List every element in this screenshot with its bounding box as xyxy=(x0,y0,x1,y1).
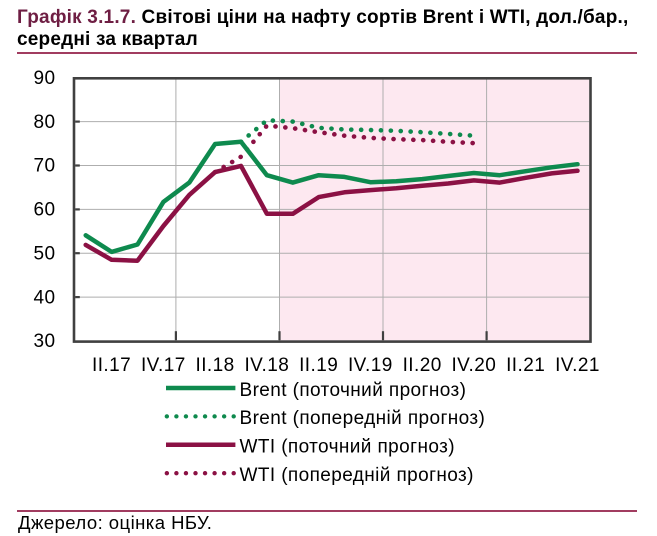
svg-text:II.20: II.20 xyxy=(403,355,442,376)
svg-text:90: 90 xyxy=(33,68,55,89)
svg-text:IV.17: IV.17 xyxy=(141,355,186,376)
svg-text:II.19: II.19 xyxy=(299,355,338,376)
svg-text:II.17: II.17 xyxy=(92,355,131,376)
svg-text:WTI (поточний прогноз): WTI (поточний прогноз) xyxy=(240,437,455,458)
svg-text:50: 50 xyxy=(33,243,55,264)
svg-text:70: 70 xyxy=(33,156,55,177)
svg-text:WTI (попередній прогноз): WTI (попередній прогноз) xyxy=(240,465,474,486)
svg-text:80: 80 xyxy=(33,112,55,133)
svg-text:Brent (попередній прогноз): Brent (попередній прогноз) xyxy=(240,408,486,429)
svg-text:30: 30 xyxy=(33,331,55,352)
svg-text:IV.18: IV.18 xyxy=(244,355,289,376)
svg-text:IV.20: IV.20 xyxy=(451,355,496,376)
svg-text:Brent (поточний прогноз): Brent (поточний прогноз) xyxy=(240,380,467,401)
svg-text:II.21: II.21 xyxy=(506,355,545,376)
svg-text:IV.21: IV.21 xyxy=(555,355,600,376)
svg-text:IV.19: IV.19 xyxy=(348,355,393,376)
svg-text:40: 40 xyxy=(33,287,55,308)
svg-text:II.18: II.18 xyxy=(195,355,234,376)
svg-text:60: 60 xyxy=(33,200,55,221)
